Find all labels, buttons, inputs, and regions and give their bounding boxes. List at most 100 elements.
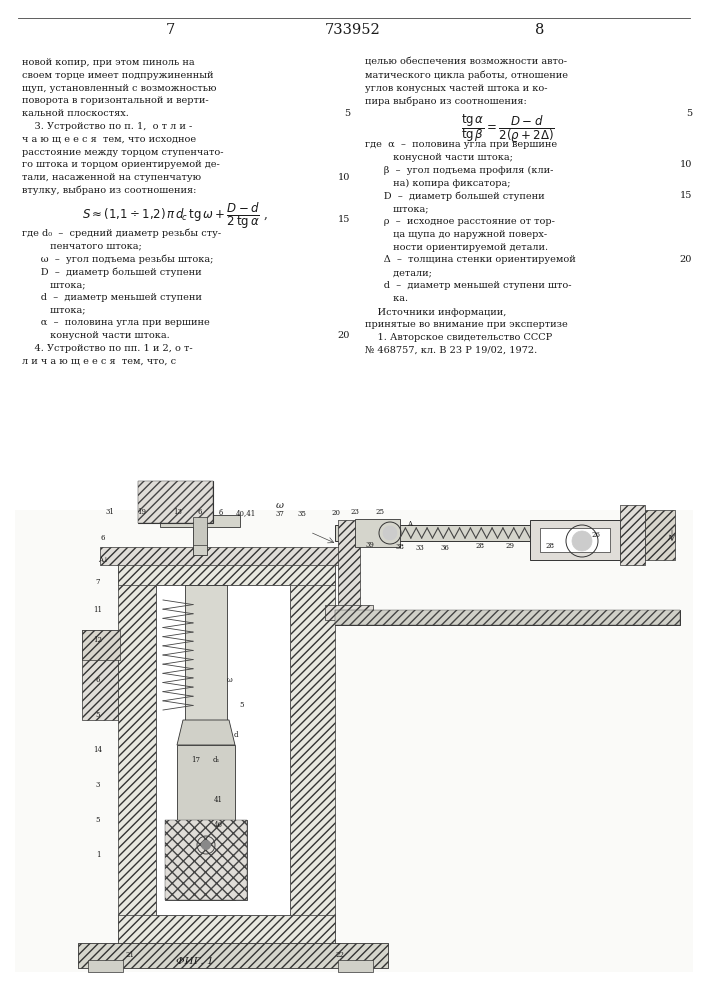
Text: 25: 25	[375, 508, 385, 516]
Text: 21: 21	[126, 951, 134, 959]
Text: A↓: A↓	[98, 556, 108, 564]
Text: б: б	[219, 509, 223, 517]
Bar	[165, 820, 247, 900]
Bar	[160, 515, 240, 527]
Text: 41: 41	[214, 796, 223, 804]
Text: ω: ω	[276, 500, 284, 510]
Bar	[165, 820, 247, 900]
Text: 36: 36	[440, 544, 450, 552]
Bar	[118, 915, 335, 945]
Bar	[335, 610, 680, 625]
Bar	[78, 943, 388, 968]
Text: 11: 11	[93, 606, 103, 614]
Circle shape	[572, 531, 592, 551]
Text: d: d	[234, 731, 238, 739]
Bar	[290, 555, 335, 945]
Text: 733952: 733952	[325, 23, 381, 37]
Text: штока;: штока;	[365, 204, 428, 213]
Text: 28: 28	[546, 542, 554, 550]
Text: 35: 35	[298, 510, 306, 518]
Text: 22: 22	[336, 951, 344, 959]
Text: где  α  –  половина угла при вершине: где α – половина угла при вершине	[365, 140, 557, 149]
Text: 20: 20	[679, 255, 692, 264]
Bar	[338, 960, 373, 972]
Text: расстояние между торцом ступенчато-: расстояние между торцом ступенчато-	[22, 148, 223, 157]
Text: d₁: d₁	[212, 756, 220, 764]
Text: конусной части штока;: конусной части штока;	[365, 153, 513, 162]
Bar	[138, 481, 213, 523]
Text: втулку, выбрано из соотношения:: втулку, выбрано из соотношения:	[22, 186, 197, 195]
Text: № 468757, кл. В 23 Р 19/02, 1972.: № 468757, кл. В 23 Р 19/02, 1972.	[365, 346, 537, 355]
Text: D  –  диаметр большей ступени: D – диаметр большей ступени	[365, 191, 544, 201]
Text: 46: 46	[214, 821, 223, 829]
Text: матического цикла работы, отношение: матического цикла работы, отношение	[365, 71, 568, 80]
Text: 23: 23	[351, 508, 359, 516]
Text: ρ  –  исходное расстояние от тор-: ρ – исходное расстояние от тор-	[365, 217, 555, 226]
Bar	[82, 630, 118, 720]
Bar	[338, 520, 360, 610]
Text: 13: 13	[173, 508, 182, 516]
Text: поворота в горизонтальной и верти-: поворота в горизонтальной и верти-	[22, 96, 209, 105]
Text: ности ориентируемой детали.: ности ориентируемой детали.	[365, 243, 548, 252]
Text: тали, насаженной на ступенчатую: тали, насаженной на ступенчатую	[22, 173, 201, 182]
Text: кальной плоскостях.: кальной плоскостях.	[22, 109, 129, 118]
Text: ч а ю щ е е с я  тем, что исходное: ч а ю щ е е с я тем, что исходное	[22, 135, 196, 144]
Text: Δ  –  толщина стенки ориентируемой: Δ – толщина стенки ориентируемой	[365, 255, 575, 264]
Bar	[118, 555, 156, 945]
Text: го штока и торцом ориентируемой де-: го штока и торцом ориентируемой де-	[22, 160, 220, 169]
Text: 28: 28	[476, 542, 484, 550]
Text: 5: 5	[344, 109, 350, 118]
Text: конусной части штока.: конусной части штока.	[22, 331, 170, 340]
Text: ω  –  угол подъема резьбы штока;: ω – угол подъема резьбы штока;	[22, 254, 214, 264]
Text: 5: 5	[686, 109, 692, 118]
Text: 20: 20	[332, 509, 341, 517]
Bar	[156, 585, 290, 915]
Text: 20: 20	[338, 331, 350, 340]
Text: 33: 33	[416, 544, 424, 552]
Text: β  –  угол подъема профиля (кли-: β – угол подъема профиля (кли-	[365, 166, 554, 175]
Text: 3: 3	[96, 781, 100, 789]
Text: 17: 17	[192, 756, 201, 764]
Text: 15: 15	[679, 191, 692, 200]
Circle shape	[201, 840, 211, 850]
Text: ка.: ка.	[365, 294, 408, 303]
Circle shape	[383, 526, 397, 540]
Text: 8: 8	[535, 23, 544, 37]
Bar	[118, 555, 335, 585]
Text: $\dfrac{\mathrm{tg}\,\alpha}{\mathrm{tg}\,\beta} = \dfrac{D-d}{2(\varrho + 2\Del: $\dfrac{\mathrm{tg}\,\alpha}{\mathrm{tg}…	[461, 112, 555, 145]
Bar	[325, 605, 373, 620]
Text: 3. Устройство по п. 1,  о т л и -: 3. Устройство по п. 1, о т л и -	[22, 122, 192, 131]
Text: D  –  диаметр большей ступени: D – диаметр большей ступени	[22, 267, 201, 277]
Bar	[177, 745, 235, 900]
Text: штока;: штока;	[22, 306, 86, 315]
Text: ФИГ. 1: ФИГ. 1	[176, 958, 214, 966]
Bar	[185, 585, 227, 720]
Text: углов конусных частей штока и ко-: углов конусных частей штока и ко-	[365, 84, 547, 93]
Text: 29: 29	[506, 542, 515, 550]
Text: d  –  диаметр меньшей ступени што-: d – диаметр меньшей ступени што-	[365, 281, 571, 290]
Text: 15: 15	[338, 215, 350, 224]
Text: 40,41: 40,41	[236, 509, 256, 517]
Bar	[335, 610, 680, 625]
Text: 7: 7	[165, 23, 175, 37]
Text: 6: 6	[101, 534, 105, 542]
Text: штока;: штока;	[22, 280, 86, 289]
Bar	[355, 519, 400, 547]
Text: α  –  половина угла при вершине: α – половина угла при вершине	[22, 318, 210, 327]
Bar	[620, 505, 645, 565]
Text: 31: 31	[105, 508, 115, 516]
Bar	[193, 523, 207, 555]
Text: 1. Авторское свидетельство СССР: 1. Авторское свидетельство СССР	[365, 333, 552, 342]
Text: 10: 10	[679, 160, 692, 169]
Text: ца щупа до наружной поверх-: ца щупа до наружной поверх-	[365, 230, 547, 239]
Bar	[193, 517, 207, 545]
Text: своем торце имеет подпружиненный: своем торце имеет подпружиненный	[22, 71, 214, 80]
Text: пира выбрано из соотношения:: пира выбрано из соотношения:	[365, 96, 527, 106]
Text: Источники информации,: Источники информации,	[365, 308, 506, 317]
Bar	[138, 481, 213, 523]
Text: на) копира фиксатора;: на) копира фиксатора;	[365, 179, 510, 188]
Text: d  –  диаметр меньшей ступени: d – диаметр меньшей ступени	[22, 293, 202, 302]
Bar	[88, 960, 123, 972]
Text: 5: 5	[240, 701, 244, 709]
Text: 5: 5	[95, 816, 100, 824]
